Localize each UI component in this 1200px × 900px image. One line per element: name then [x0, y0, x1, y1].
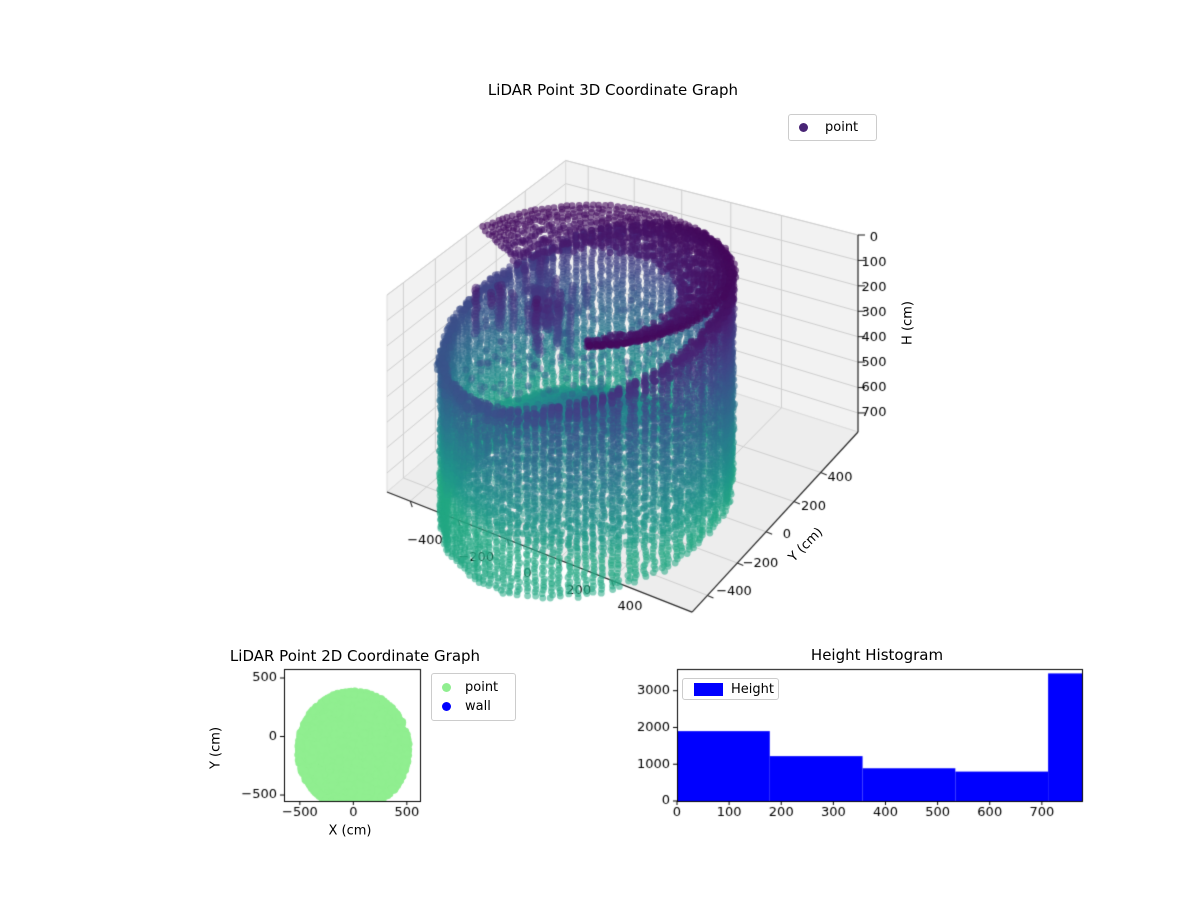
- plot2d-title: LiDAR Point 2D Coordinate Graph: [229, 647, 481, 665]
- plot2d-legend: point wall: [431, 673, 516, 721]
- legend-label: Height: [731, 681, 774, 697]
- hist-legend: Height: [682, 678, 779, 700]
- wall-marker-icon: [442, 702, 451, 711]
- point-marker-icon: [442, 683, 451, 692]
- plot2d-ylabel: Y (cm): [208, 726, 224, 770]
- legend-label: point: [465, 680, 499, 695]
- legend-label: point: [825, 120, 859, 135]
- plot2d-xlabel: X (cm): [328, 823, 372, 839]
- legend-item-point: point: [442, 678, 515, 697]
- plot3d-zlabel: H (cm): [900, 301, 916, 345]
- point-marker-icon: [799, 123, 808, 132]
- hist-title: Height Histogram: [810, 646, 944, 664]
- legend-item-wall: wall: [442, 697, 515, 716]
- legend-item-point-3d: point: [799, 118, 876, 137]
- height-patch-icon: [694, 682, 723, 696]
- plot3d-title: LiDAR Point 3D Coordinate Graph: [487, 81, 739, 99]
- plot3d-legend: point: [788, 114, 877, 141]
- legend-label: wall: [465, 699, 491, 714]
